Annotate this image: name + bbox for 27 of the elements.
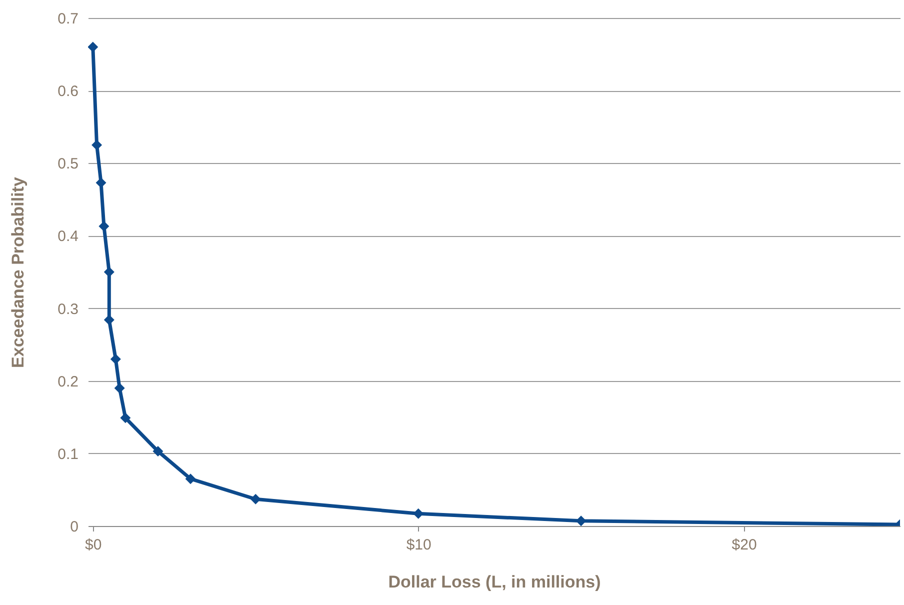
- y-tick-label: 0.3: [58, 300, 78, 318]
- point: [114, 382, 125, 394]
- point: [413, 508, 424, 519]
- point: [92, 140, 102, 150]
- y-tick-label: 0.5: [58, 156, 78, 173]
- x-tick-label: $10: [406, 536, 432, 554]
- point: [185, 474, 196, 484]
- y-tick-label: 0.6: [58, 83, 78, 100]
- point: [104, 314, 114, 326]
- x-tick-label: $20: [732, 536, 757, 554]
- point: [104, 266, 114, 278]
- point: [250, 494, 261, 504]
- point: [120, 412, 131, 424]
- y-tick-label: 0.4: [58, 228, 78, 246]
- y-tick-label: 0.7: [58, 10, 78, 28]
- y-axis-title: Exceedance Probability: [8, 176, 28, 368]
- point: [98, 221, 110, 232]
- point: [96, 177, 106, 188]
- point: [110, 354, 121, 364]
- x-tick-label: $0: [85, 536, 102, 554]
- y-tick-label: 0.2: [58, 373, 78, 390]
- y-tick-label: 0.1: [58, 446, 78, 463]
- point: [576, 516, 586, 526]
- x-axis-title: Dollar Loss (L, in millions): [388, 572, 601, 592]
- point: [152, 446, 164, 456]
- point: [88, 42, 98, 52]
- y-tick-label: 0: [70, 518, 78, 536]
